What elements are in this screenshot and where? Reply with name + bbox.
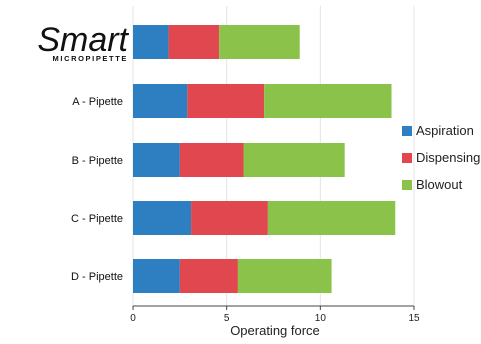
logo-text: Smart xyxy=(37,21,129,59)
bar-aspiration-2 xyxy=(133,143,180,177)
bar-blowout-1 xyxy=(264,84,392,118)
bar-aspiration-1 xyxy=(133,84,188,118)
category-label-3: C - Pipette xyxy=(71,213,123,225)
bar-aspiration-4 xyxy=(133,259,180,293)
bar-aspiration-0 xyxy=(133,25,169,59)
bars xyxy=(133,25,396,293)
x-axis-title: Operating force xyxy=(230,323,320,338)
x-tick-label-0: 0 xyxy=(130,313,136,324)
smart-micropipette-logo: Smart MICROPIPETTE xyxy=(37,21,129,63)
category-label-1: A - Pipette xyxy=(72,96,123,108)
category-label-4: D - Pipette xyxy=(71,271,123,283)
x-axis: 0 5 10 15 xyxy=(130,305,420,324)
bar-dispensing-0 xyxy=(168,25,220,59)
legend-label-blowout: Blowout xyxy=(416,177,463,192)
bar-blowout-4 xyxy=(237,259,332,293)
bar-dispensing-2 xyxy=(179,143,244,177)
bar-dispensing-3 xyxy=(191,201,268,235)
category-labels: A - Pipette B - Pipette C - Pipette D - Pip… xyxy=(71,96,123,283)
logo-subtext: MICROPIPETTE xyxy=(53,54,128,63)
bar-aspiration-3 xyxy=(133,201,192,235)
x-tick-label-2: 10 xyxy=(315,313,327,324)
bar-blowout-0 xyxy=(219,25,300,59)
x-tick-label-1: 5 xyxy=(224,313,230,324)
legend-swatch-blowout xyxy=(402,180,412,190)
bar-blowout-3 xyxy=(267,201,396,235)
x-tick-label-3: 15 xyxy=(408,313,420,324)
bar-blowout-2 xyxy=(243,143,345,177)
bar-dispensing-4 xyxy=(179,259,238,293)
bar-dispensing-1 xyxy=(187,84,265,118)
legend: Aspiration Dispensing Blowout xyxy=(402,123,480,192)
legend-label-aspiration: Aspiration xyxy=(416,123,474,138)
legend-swatch-aspiration xyxy=(402,126,412,136)
legend-label-dispensing: Dispensing xyxy=(416,150,480,165)
legend-swatch-dispensing xyxy=(402,153,412,163)
category-label-2: B - Pipette xyxy=(72,155,123,167)
